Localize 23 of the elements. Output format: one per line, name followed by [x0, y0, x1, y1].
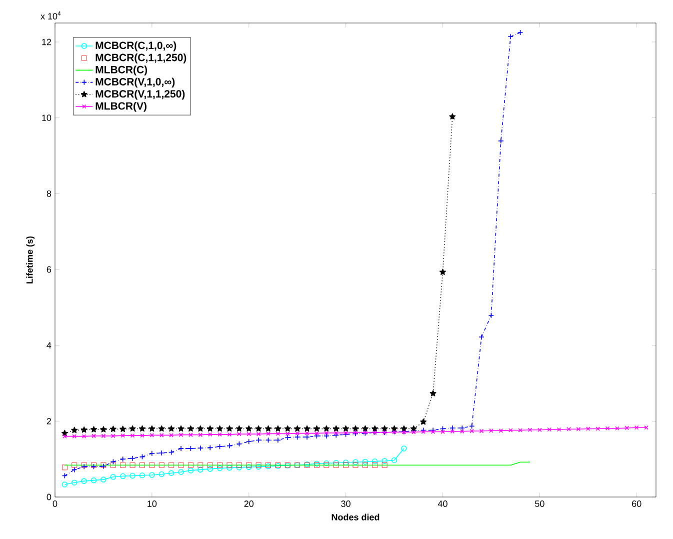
y-tick-label: 0	[46, 494, 52, 500]
y-tick-label: 6	[46, 266, 52, 273]
y-axis-title: Lifetime (s)	[26, 236, 35, 284]
x-tick-label: 50	[535, 500, 544, 507]
legend-label: MCBCR(C,1,0,∞)	[96, 41, 176, 52]
legend-label: MCBCR(V,1,1,250)	[96, 90, 185, 100]
x-tick-label: 30	[341, 500, 350, 507]
x-tick-label: 60	[632, 500, 642, 507]
x-tick-label: 40	[438, 500, 448, 507]
x-tick-label: 20	[244, 500, 254, 507]
x-tick-label: 0	[52, 500, 58, 507]
legend-label: MLBCR(C)	[96, 66, 148, 76]
legend-label: MLBCR(V)	[96, 102, 146, 112]
text: x 10$^{4}$	[40, 11, 61, 20]
y-tick-label: 10	[42, 114, 52, 121]
x-axis-title: Nodes died	[332, 514, 380, 520]
x-tick-label: 10	[148, 500, 157, 507]
y-tick-label: 8	[46, 190, 52, 197]
y-tick-label: 2	[46, 418, 52, 424]
legend-label: MCBCR(V,1,0,∞)	[96, 78, 175, 88]
legend-label: MCBCR(C,1,1,250)	[96, 54, 186, 64]
y-tick-label: 12	[42, 38, 52, 46]
y-tick-label: 4	[46, 342, 52, 348]
